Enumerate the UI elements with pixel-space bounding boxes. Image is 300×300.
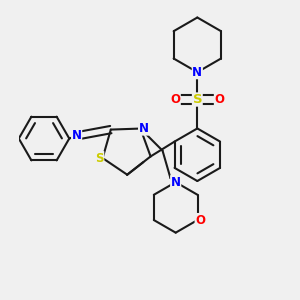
Text: S: S — [193, 93, 202, 106]
Text: S: S — [95, 152, 104, 165]
Text: N: N — [72, 129, 82, 142]
Text: O: O — [170, 93, 180, 106]
Text: O: O — [214, 93, 224, 106]
Text: N: N — [139, 122, 148, 135]
Text: N: N — [192, 66, 202, 79]
Text: O: O — [195, 214, 205, 226]
Text: N: N — [171, 176, 181, 189]
